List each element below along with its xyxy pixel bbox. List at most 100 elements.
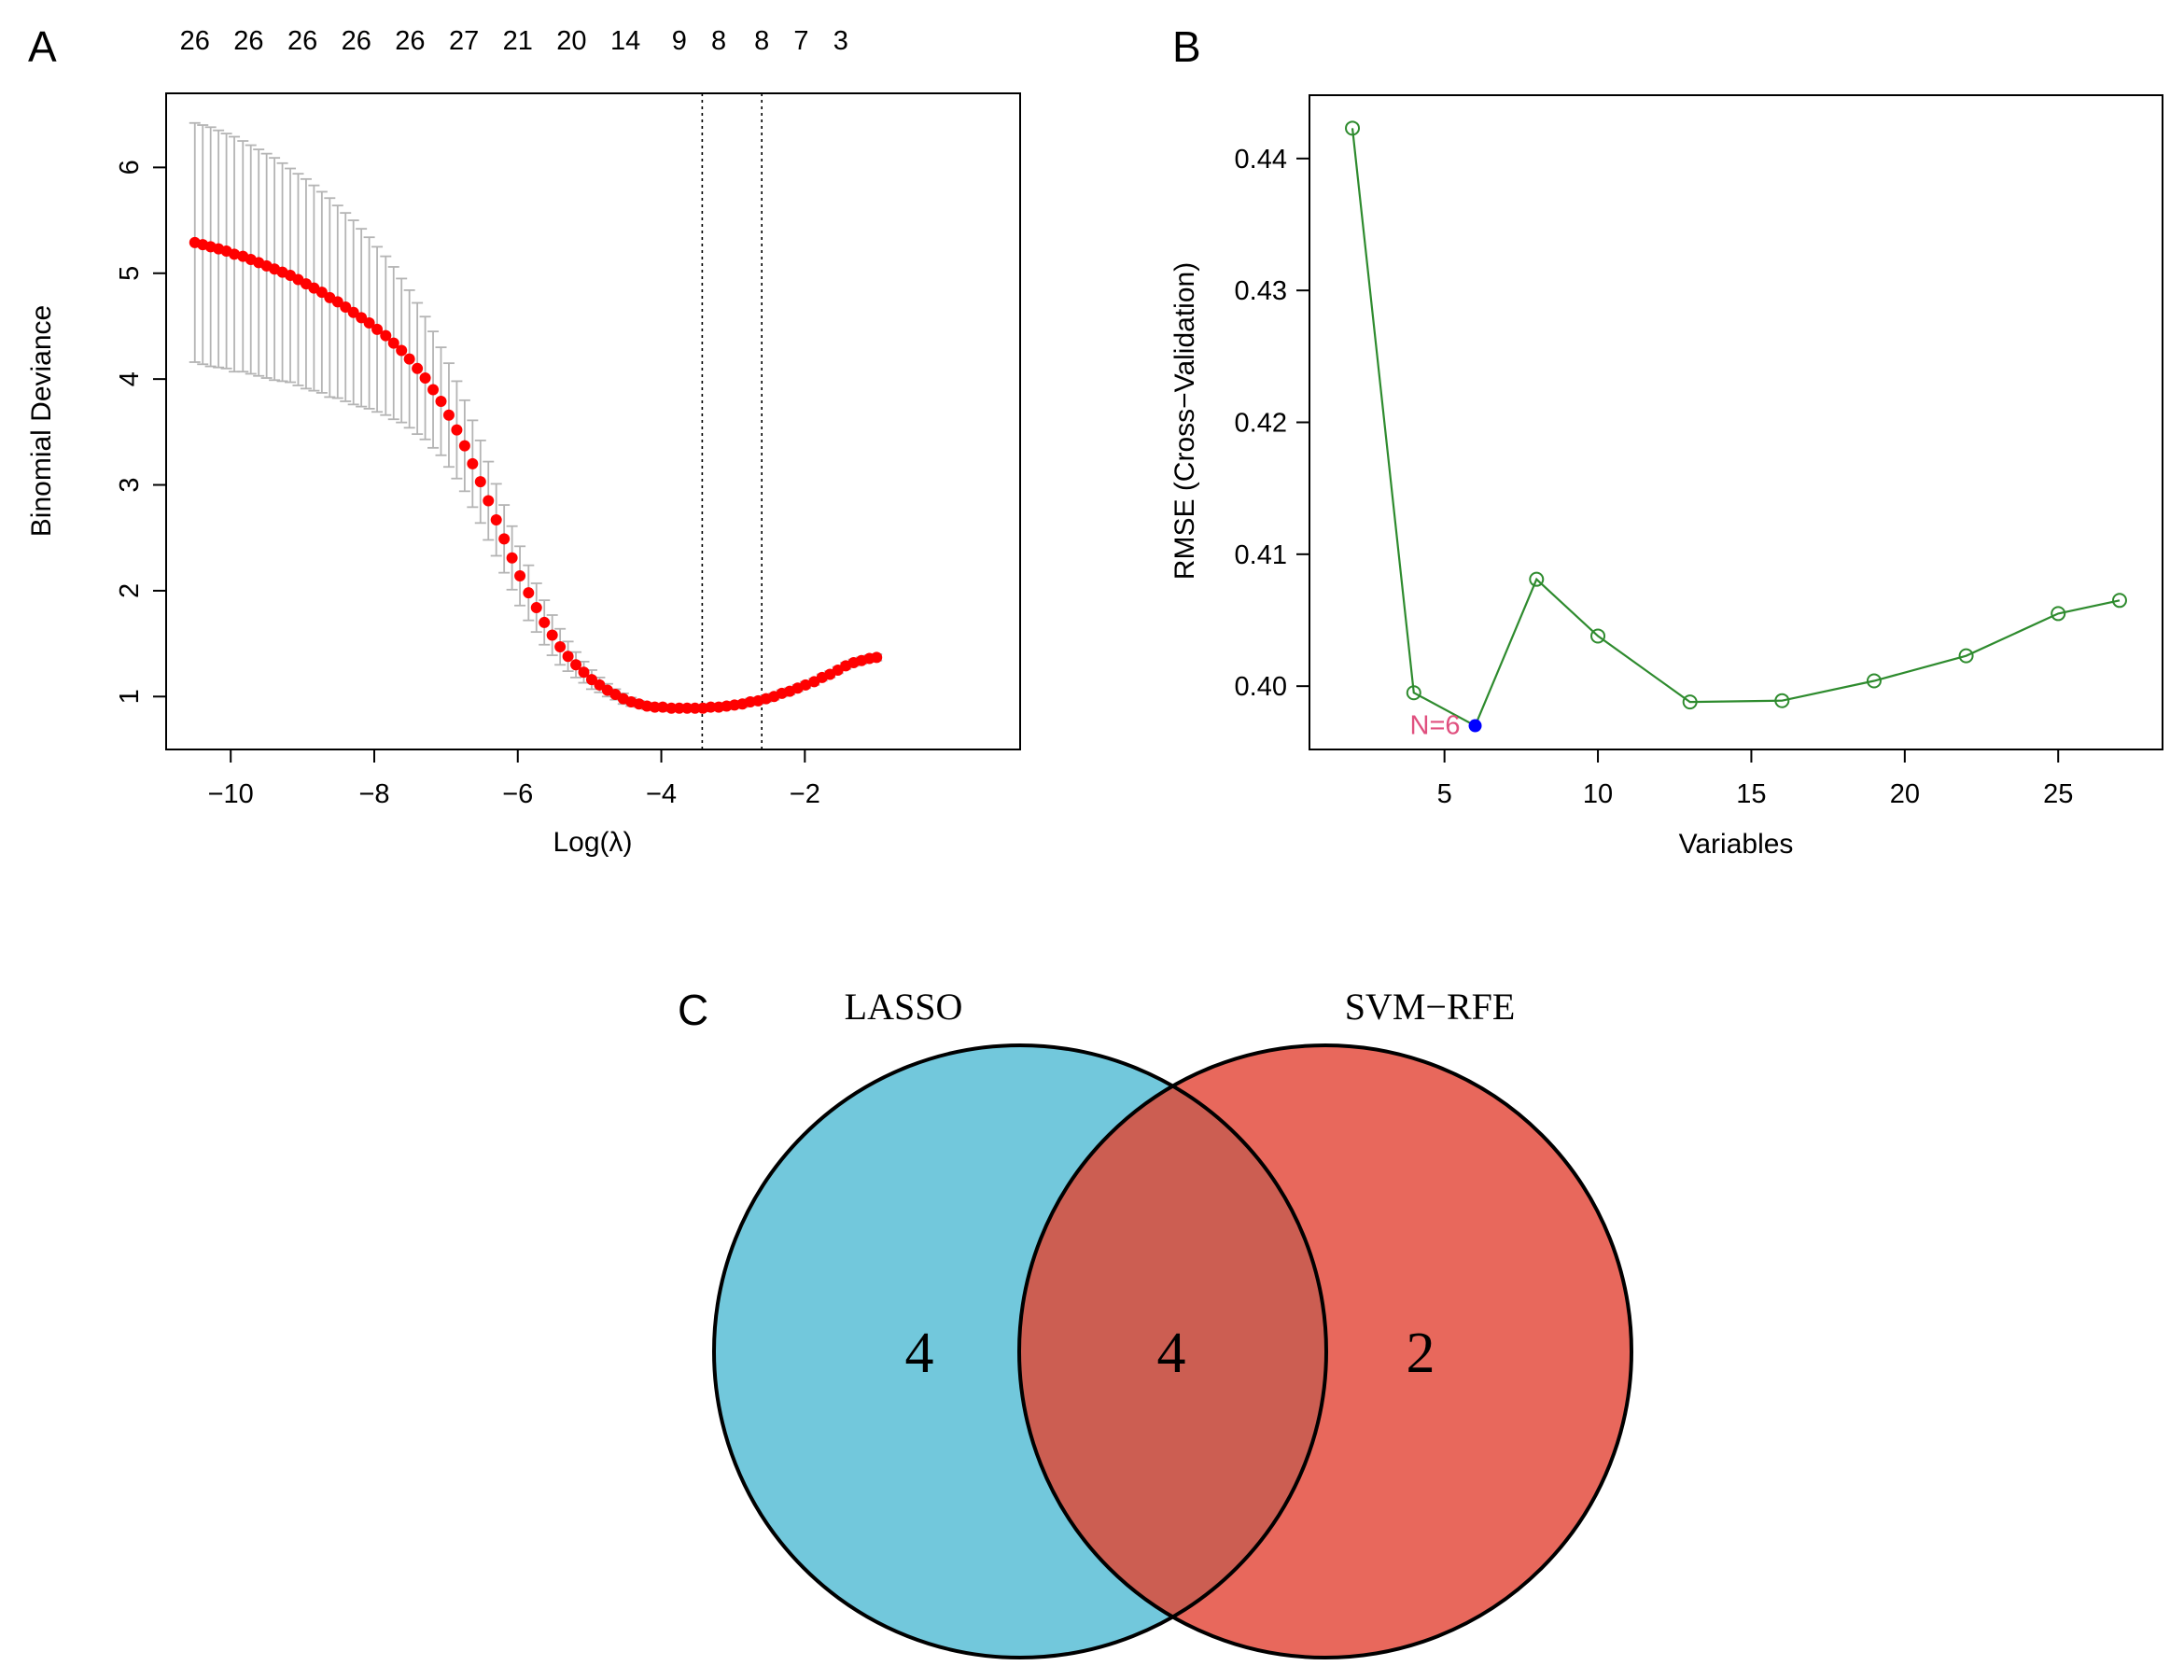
deviance-point	[506, 552, 518, 564]
deviance-point	[570, 659, 582, 671]
panel-a-error-bars	[189, 121, 883, 713]
panel-a-y-label: Binomial Deviance	[26, 305, 57, 537]
top-count-label: 27	[449, 26, 479, 56]
rmse-point	[1590, 628, 1606, 644]
top-count-label: 26	[342, 26, 371, 56]
top-count-label: 8	[711, 26, 726, 56]
x-tick-label: −6	[502, 779, 533, 809]
deviance-point	[467, 457, 479, 469]
y-tick-label: 1	[115, 689, 145, 704]
y-tick-label: 5	[115, 266, 145, 281]
panel-b-letter: B	[1172, 22, 1201, 71]
deviance-point	[490, 513, 502, 525]
deviance-point	[546, 629, 558, 641]
top-count-label: 20	[556, 26, 586, 56]
top-count-label: 3	[833, 26, 848, 56]
deviance-point	[451, 424, 463, 436]
deviance-point	[403, 353, 415, 365]
panel-a-x-label: Log(λ)	[553, 827, 632, 858]
panel-c: C LASSO SVM−RFE 4 4 2	[678, 986, 1633, 1659]
x-tick-label: −8	[358, 779, 389, 809]
panel-a-plot-frame	[165, 92, 1021, 750]
deviance-point	[442, 409, 455, 421]
deviance-point	[514, 570, 526, 582]
panel-a-x-axis: −10 −8 −6 −4 −2	[208, 749, 820, 809]
y-tick-label: 0.44	[1235, 145, 1287, 175]
panel-c-letter: C	[678, 986, 708, 1034]
top-count-label: 26	[395, 26, 425, 56]
deviance-point	[229, 248, 241, 260]
rmse-point	[1866, 673, 1882, 689]
panel-b-points	[1345, 120, 2127, 733]
rmse-point	[1406, 685, 1421, 701]
panel-b-x-axis: 5 10 15 20 25	[1437, 749, 2073, 809]
venn-svm-rfe-only-count: 2	[1407, 1322, 1435, 1385]
deviance-point	[396, 344, 408, 357]
rmse-point	[2051, 606, 2066, 622]
deviance-point	[554, 641, 567, 653]
top-count-label: 26	[233, 26, 263, 56]
deviance-point	[800, 679, 812, 691]
deviance-point	[585, 674, 597, 686]
deviance-point	[665, 702, 678, 714]
top-count-label: 21	[503, 26, 533, 56]
y-tick-label: 2	[115, 583, 145, 598]
panel-a-lambda-lines	[701, 93, 763, 749]
deviance-point	[340, 301, 352, 314]
deviance-point	[419, 372, 431, 385]
venn-svm-rfe-label: SVM−RFE	[1345, 986, 1516, 1028]
deviance-point	[458, 440, 470, 452]
deviance-point	[673, 702, 685, 714]
rmse-point	[1682, 694, 1698, 710]
panel-b-y-axis: 0.40 0.41 0.42 0.43 0.44	[1235, 145, 1310, 702]
deviance-point	[387, 337, 399, 349]
top-count-label: 26	[180, 26, 210, 56]
deviance-point	[657, 701, 669, 713]
x-tick-label: 10	[1583, 779, 1613, 809]
x-tick-label: 20	[1890, 779, 1920, 809]
deviance-point	[474, 476, 486, 488]
deviance-point	[649, 701, 661, 713]
panel-b: B N=6 5 10 15 20 25 0.40 0.41 0.42 0.43 0.44 Var…	[1169, 22, 2163, 860]
y-tick-label: 0.43	[1235, 276, 1287, 306]
y-tick-label: 0.41	[1235, 540, 1287, 570]
panel-b-plot-frame	[1309, 94, 2163, 750]
deviance-point	[371, 323, 384, 335]
deviance-point	[871, 651, 883, 664]
y-tick-label: 3	[115, 477, 145, 492]
panel-a: A −10 −8 −6 −4 −2 1 2 3 4 5 6 26 26 26 26 26 27 21 20 14 9…	[26, 22, 1021, 858]
panel-b-rmse-line	[1351, 128, 2121, 728]
deviance-point	[331, 296, 343, 308]
venn-lasso-only-count: 4	[905, 1322, 934, 1385]
deviance-point	[427, 384, 440, 396]
deviance-point	[578, 666, 590, 679]
x-tick-label: 5	[1437, 779, 1452, 809]
panel-a-letter: A	[28, 22, 57, 71]
deviance-point	[412, 362, 424, 374]
rmse-point	[1345, 120, 1361, 136]
deviance-point	[562, 651, 574, 663]
panel-a-top-counts: 26 26 26 26 26 27 21 20 14 9 8 8 7 3	[180, 26, 848, 56]
venn-lasso-outline	[712, 1043, 1328, 1659]
venn-svm-rfe-outline	[1017, 1043, 1633, 1659]
deviance-point	[498, 533, 511, 545]
panel-b-y-label: RMSE (Cross−Validation)	[1169, 262, 1200, 580]
deviance-point	[315, 287, 328, 299]
optimum-point	[1468, 719, 1482, 733]
deviance-point	[539, 616, 551, 628]
deviance-point	[523, 587, 535, 599]
deviance-point	[380, 329, 392, 342]
y-tick-label: 4	[115, 371, 145, 386]
panel-a-y-axis: 1 2 3 4 5 6	[115, 160, 167, 704]
deviance-point	[435, 395, 447, 407]
deviance-point	[483, 495, 495, 507]
deviance-point	[363, 317, 375, 329]
panel-b-optimum-label: N=6	[1410, 711, 1461, 741]
deviance-point	[356, 312, 368, 324]
x-tick-label: −10	[208, 779, 254, 809]
deviance-point	[347, 306, 359, 318]
deviance-point	[689, 702, 701, 714]
rmse-point	[1958, 648, 1974, 664]
x-tick-label: 25	[2043, 779, 2073, 809]
